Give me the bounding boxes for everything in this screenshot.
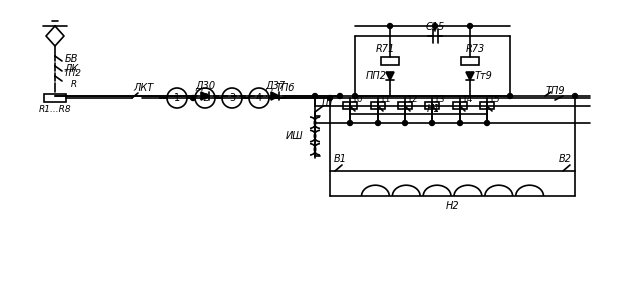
Circle shape <box>387 24 392 29</box>
Circle shape <box>347 120 352 125</box>
Text: БВ: БВ <box>64 54 78 64</box>
FancyBboxPatch shape <box>343 102 357 109</box>
Circle shape <box>485 104 490 109</box>
Text: ИШ: ИШ <box>286 131 304 141</box>
Text: Ш: Ш <box>322 98 332 108</box>
Circle shape <box>337 93 342 98</box>
FancyBboxPatch shape <box>453 102 467 109</box>
Text: Д37: Д37 <box>265 81 285 91</box>
FancyBboxPatch shape <box>44 94 66 102</box>
Circle shape <box>430 104 435 109</box>
Text: 4: 4 <box>256 93 262 103</box>
Text: Д30: Д30 <box>195 81 215 91</box>
Circle shape <box>457 104 462 109</box>
FancyBboxPatch shape <box>480 102 494 109</box>
FancyBboxPatch shape <box>398 102 412 109</box>
Text: В2: В2 <box>558 154 571 164</box>
Text: ЛКТ: ЛКТ <box>133 83 153 93</box>
Text: В1: В1 <box>334 154 347 164</box>
Circle shape <box>467 24 472 29</box>
Circle shape <box>430 120 435 125</box>
Text: ТП9: ТП9 <box>545 86 565 96</box>
Text: 11: 11 <box>380 95 392 104</box>
Polygon shape <box>386 72 394 80</box>
Circle shape <box>347 104 352 109</box>
Text: R73: R73 <box>465 44 485 54</box>
Polygon shape <box>271 92 279 100</box>
Text: Тт9: Тт9 <box>475 71 493 81</box>
FancyBboxPatch shape <box>371 102 385 109</box>
Circle shape <box>402 120 407 125</box>
Text: С15: С15 <box>425 22 444 32</box>
Circle shape <box>402 104 407 109</box>
Circle shape <box>352 93 358 98</box>
Circle shape <box>457 120 462 125</box>
Text: Н2: Н2 <box>446 201 459 211</box>
Text: ТП2
 R: ТП2 R <box>64 69 82 89</box>
Circle shape <box>573 93 578 98</box>
Circle shape <box>313 93 318 98</box>
Text: ЛК: ЛК <box>64 64 78 74</box>
Text: ПП2: ПП2 <box>365 71 386 81</box>
Text: 3: 3 <box>229 93 235 103</box>
Circle shape <box>327 95 332 100</box>
Text: 2: 2 <box>202 93 208 103</box>
Circle shape <box>376 120 381 125</box>
Text: R71: R71 <box>375 44 395 54</box>
Circle shape <box>376 104 381 109</box>
FancyBboxPatch shape <box>381 57 399 65</box>
Text: 1: 1 <box>174 93 180 103</box>
Text: 10: 10 <box>352 95 364 104</box>
Text: R1...R8: R1...R8 <box>38 106 71 114</box>
Polygon shape <box>466 72 474 80</box>
Text: 14: 14 <box>462 95 474 104</box>
FancyBboxPatch shape <box>461 57 479 65</box>
Text: 13: 13 <box>435 95 446 104</box>
Circle shape <box>433 24 438 29</box>
Text: ТПб: ТПб <box>275 83 295 93</box>
Circle shape <box>485 120 490 125</box>
Text: 12: 12 <box>407 95 418 104</box>
Circle shape <box>191 95 196 100</box>
FancyBboxPatch shape <box>425 102 439 109</box>
Text: 15: 15 <box>489 95 501 104</box>
Polygon shape <box>201 92 209 100</box>
Circle shape <box>508 93 513 98</box>
Text: Н1: Н1 <box>426 104 440 113</box>
